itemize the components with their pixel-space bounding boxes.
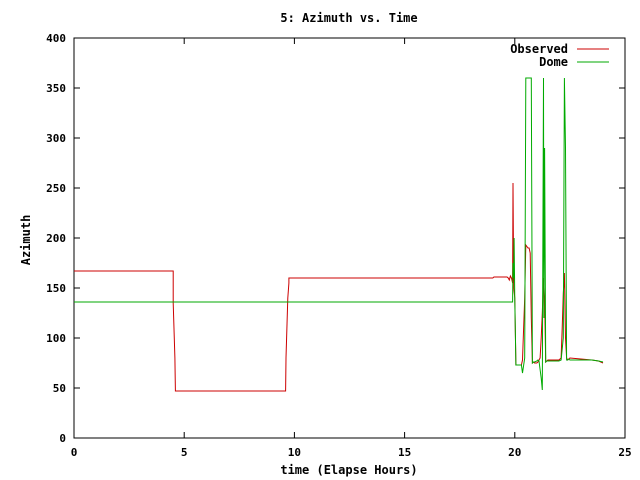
series-line-dome (74, 77, 604, 391)
x-tick-label: 20 (508, 446, 521, 459)
y-tick-label: 350 (46, 82, 66, 95)
y-tick-label: 150 (46, 282, 66, 295)
y-tick-label: 400 (46, 32, 66, 45)
legend-label-dome: Dome (539, 55, 568, 69)
x-tick-label: 10 (288, 446, 301, 459)
y-axis-label: Azimuth (19, 215, 33, 266)
x-axis-label: time (Elapse Hours) (280, 463, 417, 477)
y-tick-label: 200 (46, 232, 66, 245)
x-tick-label: 5 (181, 446, 188, 459)
y-tick-label: 0 (59, 432, 66, 445)
y-tick-label: 50 (53, 382, 66, 395)
x-tick-label: 25 (618, 446, 631, 459)
y-tick-label: 100 (46, 332, 66, 345)
y-tick-label: 300 (46, 132, 66, 145)
legend-label-observed: Observed (510, 42, 568, 56)
x-tick-label: 0 (71, 446, 78, 459)
chart-title: 5: Azimuth vs. Time (280, 11, 417, 25)
series-layer (74, 77, 604, 392)
series-line-observed (74, 182, 604, 392)
y-tick-label: 250 (46, 182, 66, 195)
x-tick-label: 15 (398, 446, 411, 459)
